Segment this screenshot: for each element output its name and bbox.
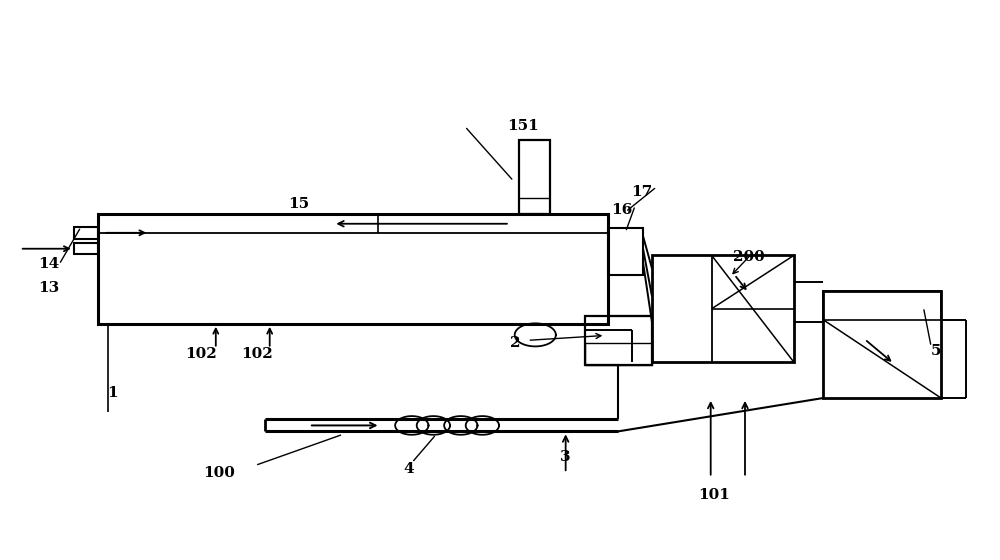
Text: 17: 17 [631, 185, 653, 199]
Text: 4: 4 [404, 463, 414, 477]
Text: 151: 151 [508, 119, 539, 133]
Text: 101: 101 [699, 488, 731, 502]
Text: 16: 16 [611, 203, 632, 217]
Text: 2: 2 [510, 336, 521, 350]
Text: 100: 100 [203, 466, 235, 480]
Text: 13: 13 [39, 281, 60, 295]
Text: 1: 1 [108, 385, 118, 399]
Text: 14: 14 [39, 256, 60, 270]
Text: 3: 3 [560, 450, 571, 464]
Text: 102: 102 [185, 347, 217, 361]
Text: 15: 15 [289, 197, 310, 211]
Text: 5: 5 [931, 344, 941, 358]
Text: 102: 102 [241, 347, 273, 361]
Text: 200: 200 [733, 250, 765, 264]
